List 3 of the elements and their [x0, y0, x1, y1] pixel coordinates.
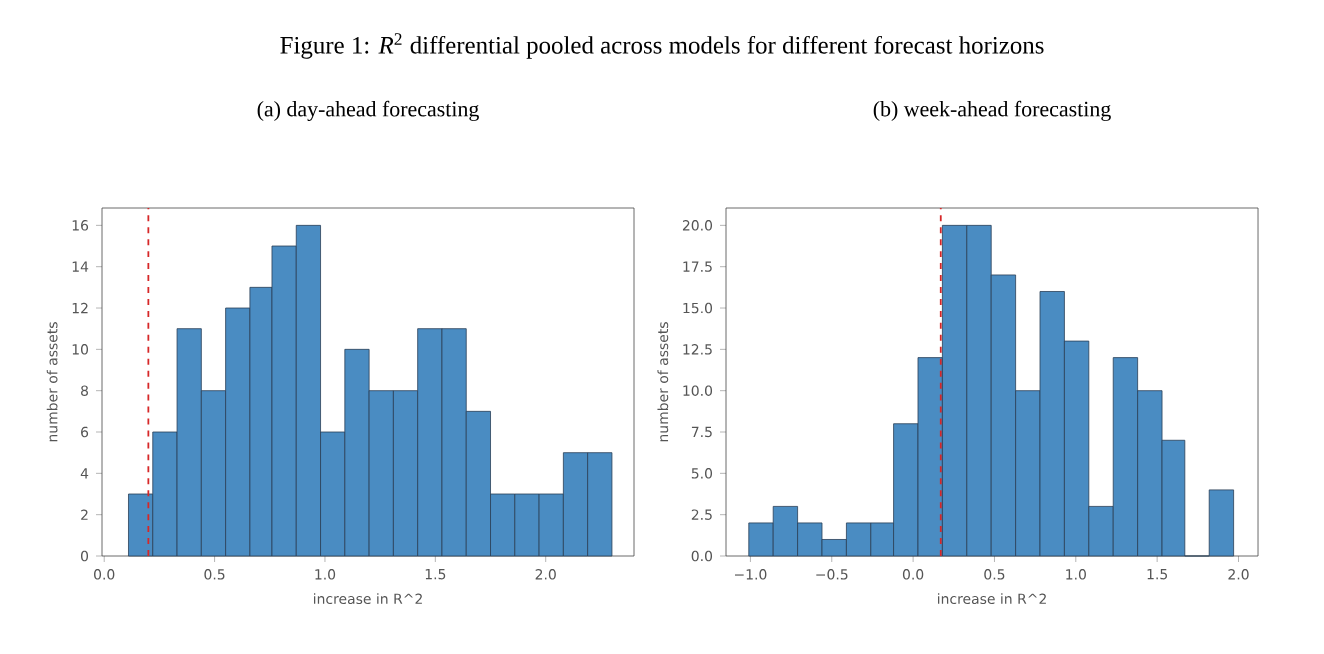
chart-title: (b) week-ahead forecasting: [873, 100, 1111, 121]
chart-title: (a) day-ahead forecasting: [257, 100, 479, 121]
caption: Figure 1: R$^{2}$ differential pooled across models for different forecast horizons: [280, 33, 1044, 59]
